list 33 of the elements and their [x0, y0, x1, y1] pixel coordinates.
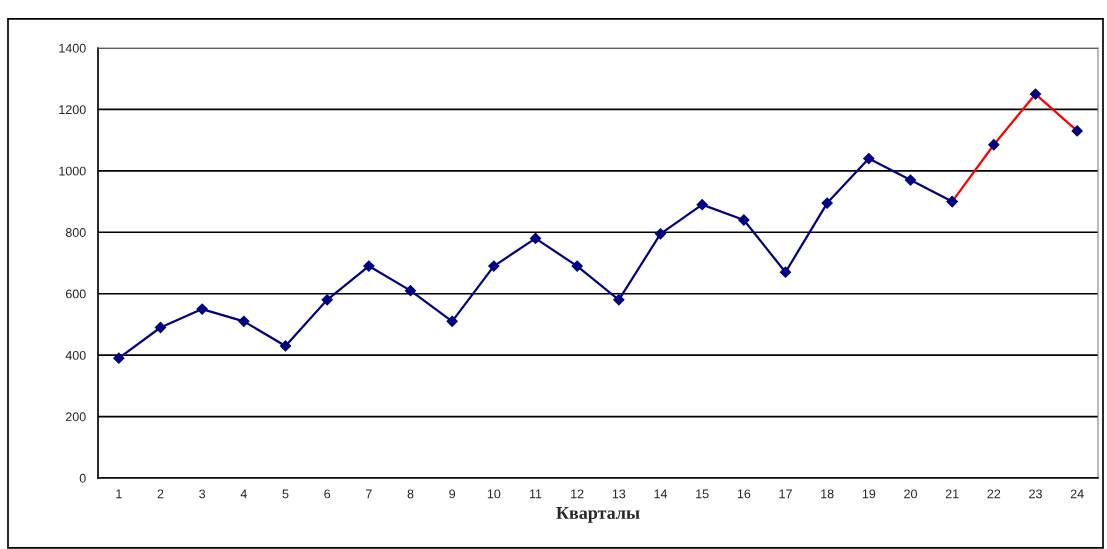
y-tick-label: 0 — [79, 473, 86, 483]
y-tick-label: 1000 — [59, 166, 86, 176]
x-tick-label: 9 — [449, 489, 456, 499]
x-tick-label: 17 — [779, 489, 792, 499]
x-tick-label: 7 — [366, 489, 372, 499]
x-tick-label: 19 — [862, 489, 876, 499]
x-tick-label: 11 — [529, 489, 542, 499]
x-tick-label: 24 — [1070, 489, 1084, 499]
x-tick-label: 18 — [821, 489, 834, 499]
y-tick-label: 200 — [65, 412, 86, 422]
y-tick-label: 600 — [65, 289, 86, 299]
x-tick-label: 4 — [240, 489, 247, 499]
x-tick-label: 10 — [487, 489, 501, 499]
x-tick-label: 12 — [571, 489, 584, 499]
x-tick-label: 15 — [696, 489, 709, 499]
x-tick-label: 5 — [282, 489, 289, 499]
x-tick-label: 22 — [987, 489, 1001, 499]
y-tick-label: 1200 — [59, 105, 86, 115]
x-tick-label: 1 — [116, 489, 122, 499]
x-tick-label: 2 — [157, 489, 164, 499]
x-tick-label: 21 — [945, 489, 959, 499]
x-tick-label: 20 — [904, 489, 917, 499]
x-tick-label: 14 — [654, 489, 668, 499]
y-tick-label: 800 — [65, 228, 86, 237]
x-tick-label: 16 — [737, 489, 751, 499]
x-tick-label: 13 — [612, 489, 626, 499]
x-tick-label: 23 — [1029, 489, 1042, 499]
y-tick-label: 400 — [65, 350, 86, 360]
x-tick-label: 6 — [324, 489, 331, 499]
y-tick-label: 1400 — [59, 43, 86, 53]
x-axis-title: Кварталы — [556, 507, 640, 523]
x-tick-label: 8 — [407, 489, 414, 499]
x-tick-label: 3 — [199, 489, 206, 499]
